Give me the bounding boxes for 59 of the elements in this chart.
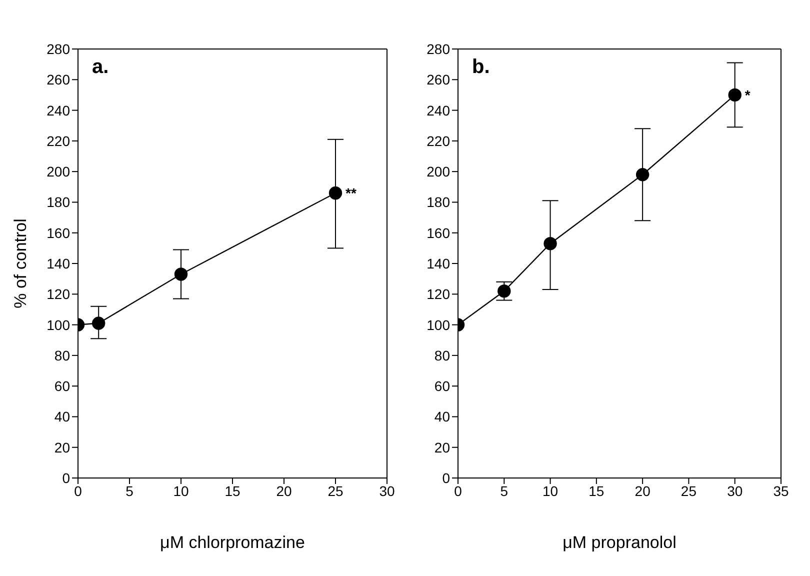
y-tick-label: 220 (426, 132, 450, 149)
y-tick-label: 120 (46, 286, 70, 302)
y-tick-label: 40 (434, 408, 450, 425)
x-axis-title: μM propranolol (562, 533, 676, 552)
y-tick-label: 200 (46, 164, 70, 180)
y-tick-label: 180 (46, 194, 70, 210)
y-tick-label: 100 (46, 316, 70, 333)
y-tick-label: 180 (426, 194, 450, 210)
x-tick-label: 35 (773, 482, 789, 499)
point (92, 316, 106, 330)
x-tick-label: 5 (126, 482, 134, 499)
y-tick-label: 0 (62, 470, 70, 486)
x-tick-label: 25 (328, 482, 344, 499)
y-tick-label: 160 (426, 224, 450, 241)
y-tick-label: 120 (426, 286, 450, 302)
x-tick-label: 15 (588, 482, 604, 499)
y-tick-label: 240 (46, 102, 70, 118)
point (544, 236, 557, 250)
x-tick-label: 30 (379, 482, 395, 499)
x-tick-label: 10 (542, 482, 558, 499)
y-axis-title: % of control (11, 218, 30, 308)
x-tick-label: 30 (727, 482, 743, 499)
y-tick-label: 60 (434, 378, 450, 394)
x-tick-label: 25 (680, 482, 697, 499)
y-tick-label: 220 (46, 132, 70, 149)
x-tick-label: 0 (454, 482, 462, 499)
y-tick-label: 80 (434, 347, 450, 364)
y-tick-label: 40 (54, 408, 70, 425)
x-tick-label: 20 (276, 482, 292, 499)
y-tick-label: 0 (442, 470, 450, 486)
x-tick-label: 10 (173, 482, 189, 499)
annotation: * (744, 86, 751, 103)
x-axis-title: μM chlorpromazine (160, 533, 305, 552)
point (636, 168, 650, 182)
y-tick-label: 240 (426, 102, 450, 118)
y-tick-label: 80 (54, 347, 70, 364)
point (728, 88, 742, 102)
y-tick-label: 260 (426, 72, 450, 88)
y-tick-label: 20 (434, 439, 450, 456)
y-tick-label: 20 (54, 439, 70, 456)
y-tick-label: 60 (54, 378, 70, 394)
point (328, 186, 342, 200)
y-tick-label: 200 (426, 164, 450, 180)
annotation: a. (92, 56, 109, 79)
x-tick-label: 0 (74, 482, 82, 499)
y-tick-label: 140 (46, 255, 70, 272)
y-tick-label: 280 (426, 40, 450, 57)
y-tick-label: 100 (426, 316, 450, 333)
x-tick-label: 15 (224, 482, 240, 499)
y-tick-label: 140 (426, 255, 450, 272)
point (174, 268, 188, 281)
annotation: ** (346, 184, 357, 201)
annotation: b. (472, 56, 490, 79)
x-tick-label: 20 (634, 482, 651, 499)
x-tick-label: 5 (500, 482, 508, 499)
y-tick-label: 280 (46, 40, 70, 57)
y-tick-label: 160 (46, 224, 70, 241)
point (498, 284, 511, 298)
y-tick-label: 260 (46, 72, 70, 88)
